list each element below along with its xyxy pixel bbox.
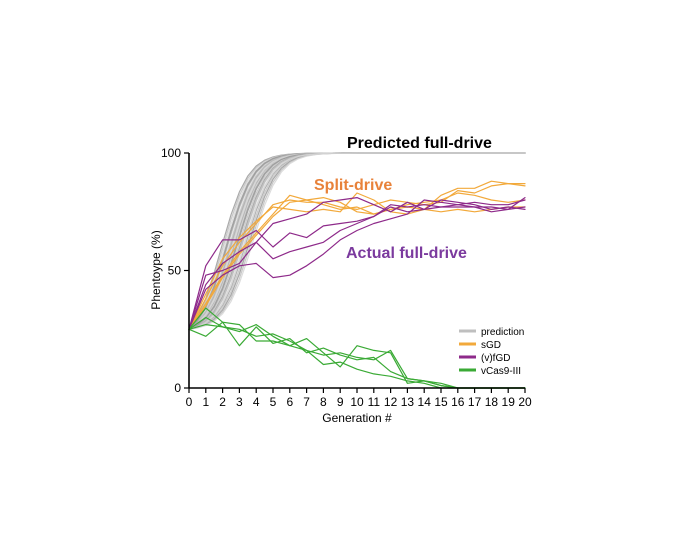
x-tick-label: 15 (434, 395, 448, 409)
legend: prediction sGD (v)fGD vCas9-III (459, 327, 524, 377)
x-tick-label: 17 (468, 395, 482, 409)
x-tick-label: 14 (418, 395, 432, 409)
annotation-predicted-full-drive: Predicted full-drive (347, 135, 492, 152)
series-line-fgd (188, 199, 526, 330)
prediction-line (188, 152, 526, 330)
series-line-vcas9 (188, 316, 526, 389)
series-line-sgd (188, 192, 526, 330)
annotation-actual-full-drive: Actual full-drive (346, 245, 467, 262)
x-axis-title: Generation # (322, 411, 392, 425)
x-tick-label: 6 (286, 395, 293, 409)
x-tick-label: 11 (368, 395, 381, 409)
x-tick-label: 16 (451, 395, 465, 409)
x-tick-label: 12 (384, 395, 398, 409)
legend-label-vcas9: vCas9-III (481, 366, 521, 377)
series-line-sgd (188, 180, 526, 330)
x-tick-label: 0 (186, 395, 193, 409)
series-line-vcas9 (188, 307, 526, 389)
series-line-sgd (188, 192, 526, 330)
x-tick-label: 5 (270, 395, 277, 409)
y-tick-label: 50 (168, 264, 182, 278)
prediction-lines (188, 152, 526, 330)
x-tick-label: 8 (320, 395, 327, 409)
annotation-split-drive: Split-drive (314, 177, 392, 194)
x-tick-label: 7 (303, 395, 310, 409)
x-tick-label: 4 (253, 395, 260, 409)
y-tick-label: 0 (174, 381, 181, 395)
x-tick-label: 3 (236, 395, 243, 409)
legend-label-prediction: prediction (481, 327, 524, 338)
legend-label-sgd: sGD (481, 340, 501, 351)
x-tick-label: 18 (485, 395, 499, 409)
y-ticks: 0 50 100 (161, 146, 189, 395)
series-line-sgd (188, 183, 526, 330)
series-line-fgd (188, 197, 526, 330)
x-tick-label: 19 (502, 395, 516, 409)
series-line-fgd (188, 204, 526, 330)
y-axis-title: Phentoype (%) (149, 230, 163, 309)
y-tick-label: 100 (161, 146, 181, 160)
x-tick-label: 1 (202, 395, 209, 409)
x-tick-label: 9 (337, 395, 344, 409)
x-tick-label: 2 (219, 395, 226, 409)
x-tick-label: 20 (518, 395, 532, 409)
series-line-fgd (188, 197, 526, 330)
legend-label-fgd: (v)fGD (481, 353, 510, 364)
x-ticks: 0 1 2 3 4 5 6 7 8 9 10 11 12 13 14 15 16 17 18 19 20 (186, 388, 532, 409)
x-tick-label: 13 (401, 395, 415, 409)
x-tick-label: 10 (350, 395, 364, 409)
